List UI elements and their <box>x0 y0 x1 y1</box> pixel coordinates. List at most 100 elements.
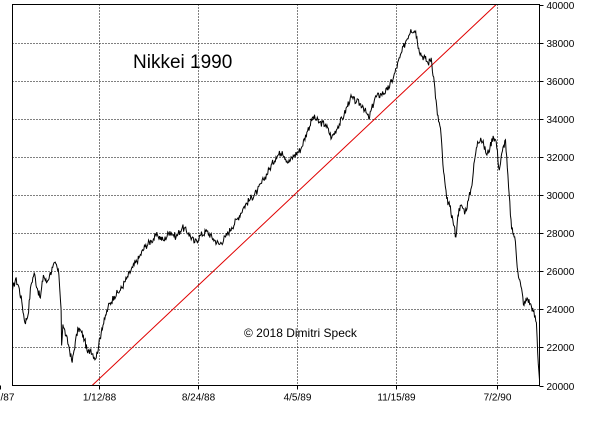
data-point <box>62 324 63 325</box>
data-point <box>275 156 276 157</box>
data-point <box>514 236 515 237</box>
data-point <box>368 118 369 119</box>
data-point <box>393 76 394 77</box>
data-point <box>306 132 307 133</box>
data-point <box>434 82 435 83</box>
data-point <box>225 236 226 237</box>
data-point <box>34 273 35 274</box>
data-point <box>537 353 538 354</box>
data-point <box>163 240 164 241</box>
data-point <box>399 57 400 58</box>
data-point <box>27 314 28 315</box>
data-point <box>410 29 411 30</box>
data-point <box>446 198 447 199</box>
data-point <box>462 206 463 207</box>
data-point <box>486 154 487 155</box>
data-point <box>282 151 283 152</box>
x-tick-label: 6/2/87 <box>0 393 15 404</box>
data-point <box>90 349 91 350</box>
data-point <box>421 55 422 56</box>
data-point <box>78 328 79 329</box>
data-point <box>132 267 133 268</box>
y-axis: 20000 22000 24000 26000 28000 30000 32000 34000… <box>539 1 575 393</box>
data-point <box>387 90 388 91</box>
data-point <box>493 135 494 136</box>
data-point <box>257 191 258 192</box>
data-point <box>440 128 441 129</box>
data-point <box>458 208 459 209</box>
data-point <box>294 154 295 155</box>
data-point <box>263 179 264 180</box>
data-point <box>43 274 44 275</box>
data-point <box>374 97 375 98</box>
data-point <box>530 303 531 304</box>
data-point <box>325 124 326 125</box>
data-point <box>84 339 85 340</box>
chart-title: Nikkei 1990 <box>133 52 232 73</box>
data-point <box>443 172 444 173</box>
data-point <box>120 290 121 291</box>
data-point <box>176 236 177 237</box>
data-point <box>331 137 332 138</box>
data-point <box>75 341 76 342</box>
data-point <box>452 219 453 220</box>
y-tick-label: 30000 <box>547 191 575 202</box>
data-point <box>344 114 345 115</box>
data-point <box>194 242 195 243</box>
x-axis: 6/2/87 1/12/88 8/24/88 4/5/89 11/15/89 7/2/90 <box>0 385 512 404</box>
series-layer <box>12 29 540 380</box>
data-point <box>465 212 466 213</box>
data-point <box>300 149 301 150</box>
data-point <box>505 139 506 140</box>
data-point <box>527 297 528 298</box>
data-point <box>415 31 416 32</box>
data-point <box>381 93 382 94</box>
data-point <box>61 345 62 346</box>
data-point <box>356 101 357 102</box>
data-point <box>471 187 472 188</box>
data-point <box>49 274 50 275</box>
x-tick-label: 8/24/88 <box>182 393 216 404</box>
data-point <box>418 48 419 49</box>
y-tick-label: 34000 <box>547 115 575 126</box>
data-point <box>151 240 152 241</box>
trendline <box>91 4 497 386</box>
data-point <box>200 234 201 235</box>
data-point <box>502 151 503 152</box>
data-point <box>437 114 438 115</box>
data-point <box>58 274 59 275</box>
data-point <box>428 63 429 64</box>
data-point <box>477 141 478 142</box>
data-point <box>182 227 183 228</box>
data-point <box>55 263 56 264</box>
data-point <box>533 311 534 312</box>
data-point <box>81 332 82 333</box>
copyright-annotation: © 2018 Dimitri Speck <box>244 326 358 340</box>
trendline-layer <box>91 4 497 386</box>
data-point <box>15 278 16 279</box>
data-point <box>250 198 251 199</box>
data-point <box>72 362 73 363</box>
data-point <box>188 233 189 234</box>
data-point <box>46 282 47 283</box>
data-point <box>18 286 19 287</box>
data-point <box>104 318 105 319</box>
data-point <box>69 347 70 348</box>
data-point <box>480 137 481 138</box>
data-point <box>95 358 96 359</box>
data-point <box>114 295 115 296</box>
data-point <box>269 168 270 169</box>
data-point <box>87 353 88 354</box>
data-point <box>288 162 289 163</box>
data-point <box>206 231 207 232</box>
data-point <box>508 187 509 188</box>
data-point <box>219 244 220 245</box>
data-point <box>424 57 425 58</box>
data-point <box>517 271 518 272</box>
y-tick-label: 24000 <box>547 305 575 316</box>
data-point <box>523 305 524 306</box>
data-point <box>24 322 25 323</box>
data-point <box>98 345 99 346</box>
data-point <box>101 328 102 329</box>
